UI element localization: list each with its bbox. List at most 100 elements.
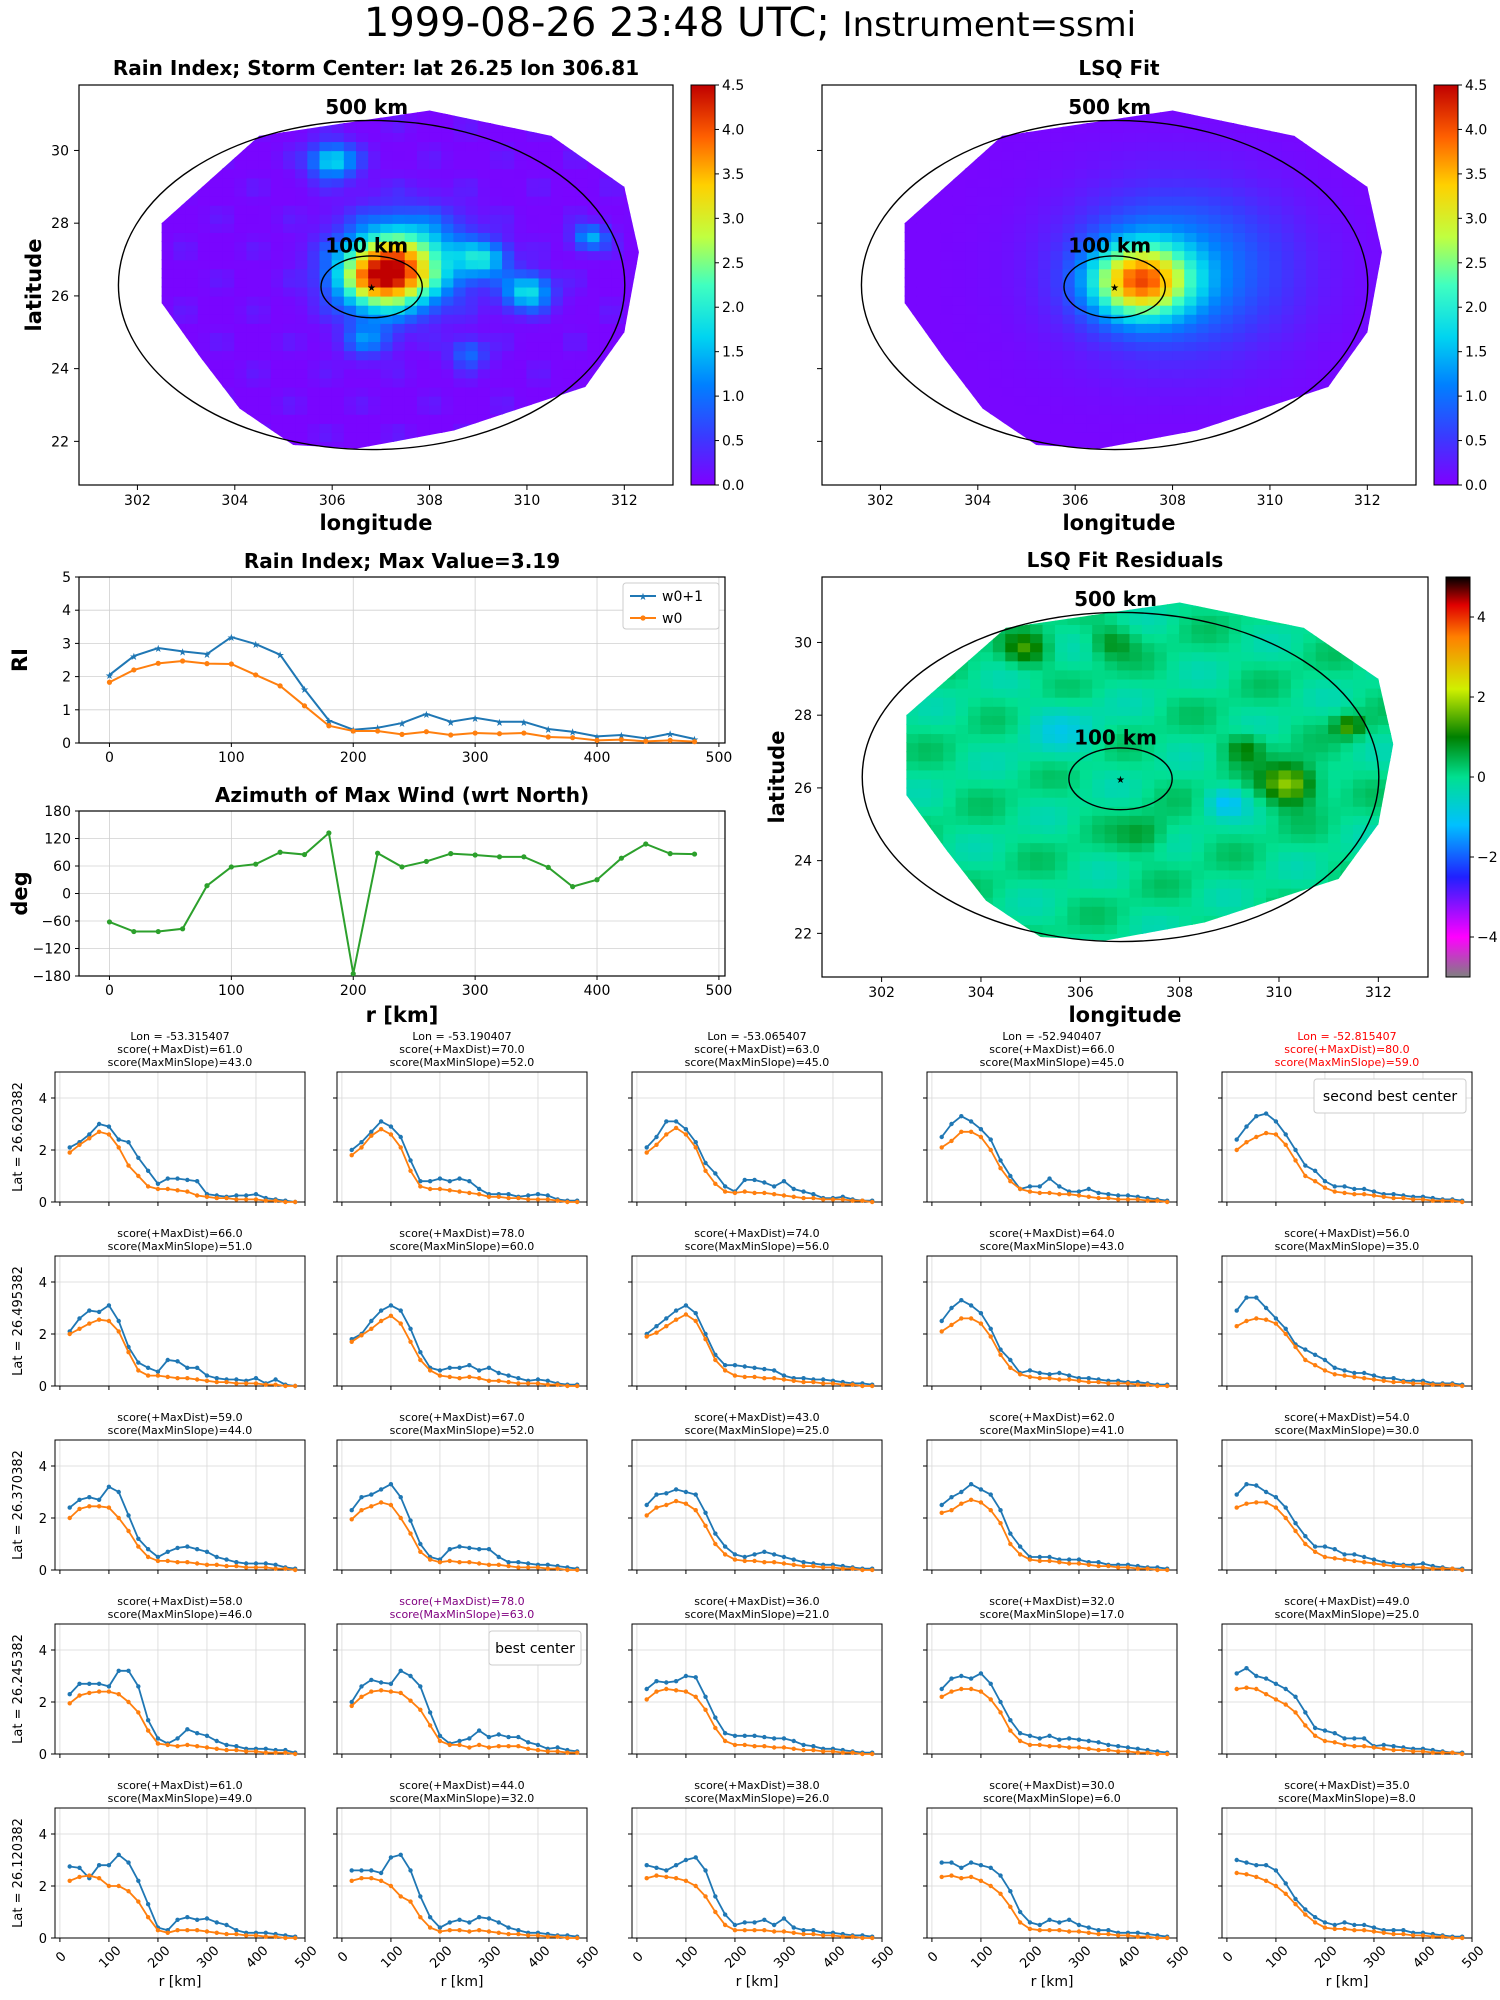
heat-cell — [587, 422, 601, 433]
heat-cell — [1030, 878, 1044, 889]
heat-cell — [575, 140, 589, 152]
heat-cell — [368, 268, 382, 279]
heat-cell — [1366, 159, 1381, 170]
heat-cell — [904, 222, 906, 233]
heat-cell — [1172, 95, 1185, 105]
heat-cell — [1038, 240, 1052, 252]
heat-cell — [1232, 359, 1247, 370]
heat-cell — [1184, 386, 1198, 397]
heat-cell — [1141, 887, 1156, 898]
heat-cell — [368, 140, 382, 152]
heat-cell — [881, 842, 895, 852]
heat-cell — [514, 195, 528, 206]
heat-cell — [137, 450, 150, 460]
heat-cell — [1129, 851, 1144, 862]
heat-cell — [856, 878, 870, 888]
heat-cell — [904, 331, 906, 343]
heat-cell — [514, 422, 528, 433]
heat-cell — [1403, 386, 1416, 396]
heat-cell — [380, 222, 394, 233]
heat-cell — [1293, 240, 1308, 252]
heat-cell — [916, 249, 930, 261]
heat-cell — [918, 632, 932, 644]
heat-cell — [904, 431, 906, 443]
heat-cell — [1391, 432, 1404, 442]
heat-cell — [1281, 413, 1295, 424]
heat-cell — [185, 331, 199, 343]
heat-cell — [575, 440, 589, 449]
heat-cell — [1257, 368, 1271, 379]
heat-cell — [1220, 295, 1235, 306]
heat-cell — [502, 186, 516, 197]
heat-cell — [1086, 268, 1101, 279]
heat-cell — [1245, 204, 1259, 215]
heat-cell — [1111, 113, 1125, 124]
heat-cell — [1318, 131, 1332, 143]
heat-cell — [356, 159, 370, 170]
heat-cell — [1232, 140, 1247, 152]
heat-cell — [1086, 413, 1101, 424]
heat-cell — [992, 696, 1007, 707]
heat-cell — [575, 377, 589, 388]
heat-cell — [1172, 204, 1186, 215]
heat-cell — [404, 259, 419, 270]
heat-cell — [441, 359, 455, 370]
heat-cell — [1184, 110, 1198, 115]
heat-cell — [1330, 386, 1344, 397]
heat-cell — [453, 86, 466, 96]
heat-cell — [246, 249, 260, 261]
heat-cell — [222, 295, 236, 306]
heat-cell — [880, 223, 893, 233]
heat-cell — [246, 86, 259, 96]
heat-cell — [977, 131, 991, 143]
heat-cell — [943, 632, 957, 644]
heat-cell — [1092, 623, 1106, 635]
heat-cell — [1196, 331, 1210, 343]
heat-cell — [234, 322, 248, 333]
heat-cell — [1342, 349, 1356, 361]
heat-cell — [1179, 787, 1193, 798]
heat-cell — [270, 368, 285, 379]
x-tick-label: 302 — [124, 493, 151, 509]
heat-cell — [343, 222, 358, 233]
heat-cell — [575, 286, 589, 297]
heat-cell — [526, 377, 540, 388]
heat-cell — [587, 222, 601, 233]
heat-cell — [368, 168, 382, 179]
heat-cell — [478, 450, 491, 460]
heat-cell — [1017, 696, 1032, 707]
heat-cell — [1245, 304, 1259, 315]
heat-cell — [1135, 313, 1149, 324]
heat-cell — [575, 240, 589, 252]
heat-cell — [906, 769, 920, 780]
heat-cell — [636, 450, 649, 460]
heat-cell — [1135, 222, 1149, 233]
heat-cell — [906, 887, 920, 898]
heat-cell — [1074, 277, 1089, 288]
heat-cell — [1030, 860, 1044, 871]
heat-cell — [1054, 787, 1069, 798]
heat-cell — [113, 386, 126, 396]
heat-cell — [1042, 669, 1057, 680]
heat-cell — [441, 295, 455, 306]
heat-cell — [1403, 350, 1416, 360]
heat-cell — [916, 222, 930, 233]
heat-cell — [1172, 431, 1186, 443]
heat-cell — [1017, 605, 1032, 616]
heat-cell — [880, 214, 893, 224]
heat-cell — [1038, 286, 1052, 297]
heat-cell — [161, 131, 175, 143]
heat-cell — [1111, 213, 1125, 224]
heat-cell — [648, 286, 661, 296]
heat-cell — [550, 110, 565, 115]
heat-cell — [1354, 249, 1369, 261]
heat-cell — [404, 440, 419, 449]
heat-cell — [1086, 131, 1101, 143]
heat-cell — [1013, 249, 1028, 261]
heat-cell — [1154, 696, 1168, 707]
heat-cell — [185, 186, 199, 197]
heat-cell — [1305, 113, 1320, 124]
heat-cell — [563, 450, 576, 460]
heat-cell — [185, 131, 199, 143]
heat-cell — [526, 186, 540, 197]
